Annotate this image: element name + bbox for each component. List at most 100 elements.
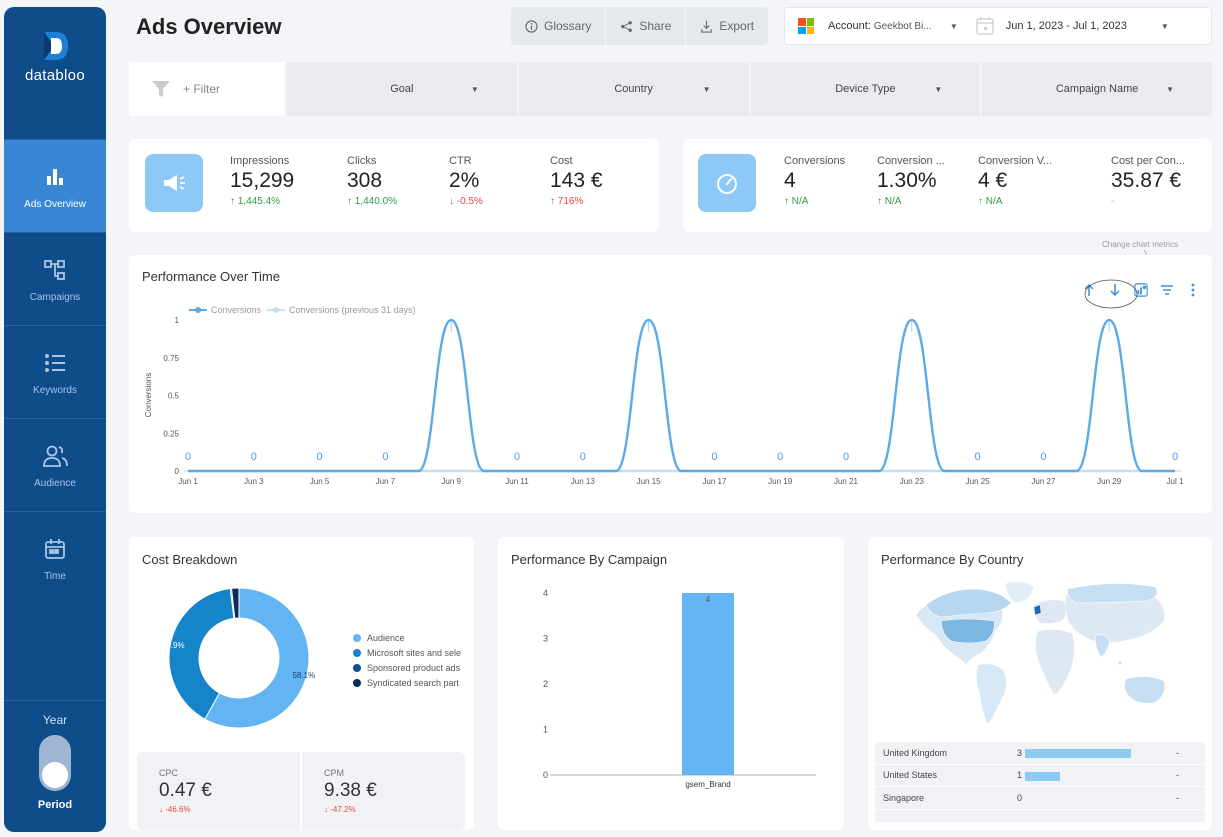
y-tick-label: 1 <box>175 316 180 325</box>
kpi-conversion-rate: Conversion ... 1.30% ↑ N/A <box>877 155 962 207</box>
sidebar-item-campaigns[interactable]: Campaigns <box>4 232 106 325</box>
bar <box>682 593 734 775</box>
date-range-selector[interactable]: Jun 1, 2023 - Jul 1, 2023 <box>1005 20 1127 32</box>
calendar-icon <box>976 17 994 35</box>
toggle-knob <box>42 762 68 788</box>
users-icon <box>41 442 69 470</box>
brand-logo[interactable]: databloo <box>4 7 106 139</box>
sidebar-item-label: Campaigns <box>29 291 81 303</box>
legend-item[interactable]: Audience <box>353 633 461 643</box>
sidebar-item-time[interactable]: Time <box>4 511 106 604</box>
export-button[interactable]: Export <box>686 7 768 45</box>
data-label: 0 <box>580 451 586 463</box>
data-label: 0 <box>1172 451 1178 463</box>
period-toggle[interactable] <box>39 735 71 791</box>
kpi-change-value: 1,445.4% <box>237 196 281 207</box>
performance-by-campaign-card: Performance By Campaign 0 1 2 3 4 4 gsem_Brand <box>498 537 844 830</box>
data-label: 0 <box>185 451 191 463</box>
export-label: Export <box>719 19 755 33</box>
map-russia <box>1067 583 1158 604</box>
chevron-down-icon[interactable]: ▼ <box>949 21 958 31</box>
table-row[interactable]: Singapore 0 - <box>875 787 1205 810</box>
x-tick-label: Jun 17 <box>702 477 727 486</box>
chevron-down-icon: ▼ <box>934 84 943 94</box>
sidebar-item-keywords[interactable]: Keywords <box>4 325 106 418</box>
kpi-cpm: CPM 9.38 € ↓ -47.2% <box>302 752 465 830</box>
chart-metrics-icon[interactable] <box>1134 283 1148 297</box>
y-tick-label: 4 <box>543 588 548 598</box>
account-date-bar: Account: Geekbot Bi... ▼ Jun 1, 2023 - J… <box>784 7 1212 45</box>
y-tick-label: 2 <box>543 679 548 689</box>
kpi-change-value: 1,440.0% <box>354 196 398 207</box>
x-tick-label: gsem_Brand <box>685 780 730 789</box>
filter-lines-icon[interactable] <box>1160 283 1174 297</box>
kpi-change-value: N/A <box>791 196 809 207</box>
sidebar-item-ads-overview[interactable]: Ads Overview <box>4 139 106 232</box>
kpi-impressions: Impressions 15,299 ↑ 1,445.4% <box>230 155 320 207</box>
x-tick-label: Jul 1 <box>1167 477 1184 486</box>
x-tick-label: Jun 11 <box>505 477 529 486</box>
chevron-down-icon[interactable]: ▼ <box>1160 21 1169 31</box>
kpi-value: 4 <box>784 169 796 192</box>
legend-item[interactable]: Syndicated search part <box>353 678 461 688</box>
campaign-name-dropdown[interactable]: Campaign Name ▼ <box>980 62 1212 116</box>
table-row[interactable]: United Kingdom 3 - <box>875 742 1205 765</box>
more-vertical-icon[interactable] <box>1186 283 1200 297</box>
goal-dropdown[interactable]: Goal ▼ <box>285 62 517 116</box>
legend-marker <box>195 307 201 313</box>
account-selector[interactable]: Geekbot Bi... <box>873 20 932 32</box>
kpi-change-value: -46.6% <box>165 805 191 814</box>
sidebar-item-label: Ads Overview <box>24 198 86 210</box>
legend-item[interactable]: Microsoft sites and sele <box>353 648 461 658</box>
country-name: Singapore <box>883 792 925 803</box>
data-label: 0 <box>975 451 981 463</box>
share-button[interactable]: Share <box>606 7 687 45</box>
legend-label: Microsoft sites and sele <box>367 648 462 658</box>
kpi-label: Impressions <box>230 155 290 167</box>
card-title: Performance By Country <box>881 552 1024 567</box>
filter-icon <box>152 81 170 97</box>
highlight-circle <box>1084 279 1138 309</box>
map-singapore <box>1118 661 1122 665</box>
legend-label: Audience <box>367 633 405 643</box>
country-dropdown[interactable]: Country ▼ <box>516 62 749 116</box>
add-filter-button[interactable]: + Filter <box>129 62 285 116</box>
y-axis-label: Conversions <box>144 373 153 417</box>
data-label: 0 <box>382 451 388 463</box>
legend-item[interactable]: Sponsored product ads <box>353 663 461 673</box>
legend-entry: Conversions (previous 31 days) <box>289 305 416 315</box>
kpi-label: Conversions <box>784 155 846 167</box>
country-bar <box>1025 771 1060 781</box>
x-tick-label: Jun 25 <box>966 477 991 486</box>
kpi-cpc: CPC 0.47 € ↓ -46.6% <box>137 752 302 830</box>
table-row[interactable]: United States 1 - <box>875 765 1205 787</box>
glossary-button[interactable]: Glossary <box>511 7 607 45</box>
kpi-change: ↑ N/A <box>978 196 1003 207</box>
world-map[interactable] <box>906 575 1176 735</box>
account-label: Account: <box>828 20 871 32</box>
map-south-america <box>976 663 1007 726</box>
map-india <box>1095 634 1111 658</box>
kpi-clicks: Clicks 308 ↑ 1,440.0% <box>347 155 427 207</box>
period-toggle-group: Year Period <box>4 700 106 832</box>
device-type-dropdown[interactable]: Device Type ▼ <box>748 62 981 116</box>
kpi-change: ↑ 716% <box>550 196 584 207</box>
x-tick-label: Jun 23 <box>900 477 925 486</box>
kpi-change: ↓ -0.5% <box>449 196 483 207</box>
kpi-value: 4 € <box>978 169 1008 192</box>
card-title: Cost Breakdown <box>142 552 238 567</box>
sort-descending-icon[interactable] <box>1108 283 1122 297</box>
slice-label: 39.9% <box>162 641 185 650</box>
brand-name: databloo <box>25 67 85 84</box>
kpi-change: ↓ -47.2% <box>324 805 356 814</box>
country-value: 3 <box>1017 747 1023 758</box>
country-table: United Kingdom 3 - United States 1 - Sin… <box>875 742 1205 822</box>
kpi-value: 0.47 € <box>159 780 212 801</box>
dropdown-label: Goal <box>390 83 414 95</box>
megaphone-icon <box>145 154 203 212</box>
kpi-cost-per-conversion: Cost per Con... 35.87 € - <box>1111 155 1201 207</box>
country-name: United States <box>883 770 938 781</box>
legend-label: Sponsored product ads <box>367 663 461 673</box>
bar-data-label: 4 <box>706 595 711 604</box>
sidebar-item-audience[interactable]: Audience <box>4 418 106 511</box>
